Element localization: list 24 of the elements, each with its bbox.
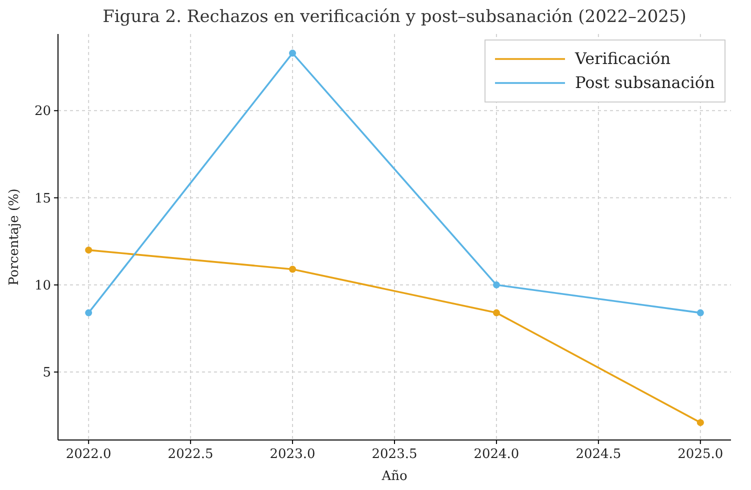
y-tick-label: 15 [34, 191, 51, 206]
point [85, 309, 92, 316]
point [289, 50, 296, 57]
point [289, 266, 296, 273]
legend-label: Verificación [574, 49, 671, 68]
x-axis-title: Año [380, 469, 408, 484]
x-tick-label: 2023.5 [372, 447, 418, 462]
chart-title: Figura 2. Rechazos en verificación y post–subsanación (2022–2025) [102, 7, 686, 27]
x-tick-label: 2022.0 [66, 447, 112, 462]
point [492, 309, 500, 316]
x-tick-label: 2023.0 [270, 447, 316, 462]
point [696, 309, 704, 316]
x-tick-label: 2024.0 [474, 447, 520, 462]
point [85, 246, 92, 254]
x-tick-label: 2024.5 [576, 447, 622, 462]
x-tick-label: 2022.5 [168, 447, 214, 462]
y-tick-label: 5 [42, 366, 51, 381]
y-tick-label: 20 [34, 104, 51, 120]
legend-label: Post subsanación [575, 73, 715, 92]
point [492, 281, 500, 288]
point [696, 419, 704, 426]
y-tick-label: 10 [34, 278, 51, 294]
x-tick-label: 2025.0 [678, 447, 724, 462]
y-axis-title: Porcentaje (%) [7, 188, 22, 286]
